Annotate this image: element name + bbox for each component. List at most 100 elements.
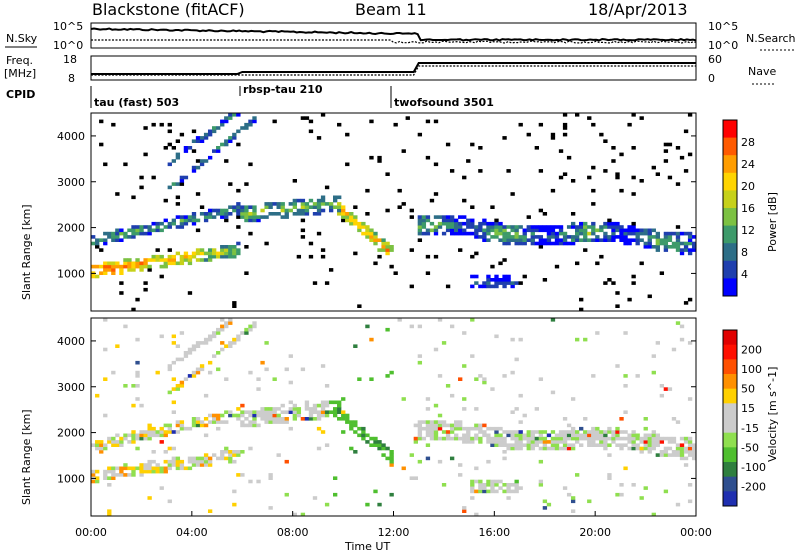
velocity-cell bbox=[268, 420, 273, 424]
velocity-cell bbox=[631, 483, 636, 487]
velocity-cell bbox=[179, 420, 185, 424]
power-cell bbox=[490, 228, 495, 233]
power-cell bbox=[502, 225, 507, 229]
power-cell bbox=[212, 215, 217, 219]
power-cell bbox=[212, 251, 217, 256]
velocity-cell bbox=[228, 341, 233, 345]
velocity-cell bbox=[458, 463, 463, 467]
power-cell bbox=[486, 225, 491, 229]
velocity-cell bbox=[187, 426, 193, 431]
colorbar-swatch bbox=[723, 225, 737, 244]
power-cell bbox=[107, 264, 112, 269]
velocity-cell bbox=[183, 354, 189, 358]
velocity-cell bbox=[575, 440, 580, 444]
power-cell bbox=[607, 238, 612, 242]
power-cell bbox=[276, 212, 281, 216]
velocity-cell bbox=[123, 384, 128, 388]
power-cell bbox=[595, 228, 600, 233]
power-cell bbox=[167, 248, 172, 252]
power-cell bbox=[458, 221, 463, 226]
power-cell bbox=[506, 235, 511, 239]
velocity-cell bbox=[425, 420, 431, 424]
power-cell bbox=[195, 192, 201, 196]
velocity-cell bbox=[135, 360, 140, 365]
velocity-cell bbox=[292, 410, 297, 414]
velocity-cell bbox=[175, 430, 181, 434]
velocity-cell bbox=[607, 436, 612, 441]
velocity-cell bbox=[183, 426, 189, 431]
velocity-cell bbox=[566, 443, 572, 447]
power-cell bbox=[159, 228, 164, 233]
velocity-cell bbox=[490, 426, 495, 431]
power-cell bbox=[687, 238, 693, 242]
power-cell bbox=[119, 238, 124, 242]
velocity-cell bbox=[232, 341, 237, 345]
power-cell bbox=[526, 225, 531, 229]
radar-title: Blackstone (fitACF) bbox=[92, 0, 245, 19]
freq-label-2: [MHz] bbox=[4, 67, 36, 80]
velocity-cell bbox=[203, 433, 209, 438]
power-cell bbox=[409, 284, 414, 289]
velocity-cell bbox=[179, 463, 185, 467]
power-cell bbox=[240, 215, 245, 219]
velocity-cell bbox=[377, 446, 382, 451]
velocity-cell bbox=[643, 426, 648, 431]
power-cell bbox=[345, 132, 350, 137]
velocity-cell bbox=[417, 433, 423, 438]
velocity-cell bbox=[470, 318, 475, 322]
velocity-cell bbox=[167, 459, 172, 464]
power-cell bbox=[474, 225, 479, 229]
power-cell bbox=[361, 225, 366, 229]
velocity-cell bbox=[119, 469, 124, 474]
velocity-cell bbox=[458, 436, 463, 441]
velocity-cell bbox=[284, 410, 289, 414]
velocity-cell bbox=[171, 410, 176, 414]
velocity-cell bbox=[482, 489, 487, 494]
power-cell bbox=[308, 254, 314, 259]
velocity-cell bbox=[175, 420, 181, 424]
power-cell bbox=[663, 248, 669, 252]
power-cell bbox=[268, 205, 273, 209]
velocity-cell bbox=[99, 450, 104, 454]
velocity-cell bbox=[175, 344, 181, 348]
velocity-cell bbox=[155, 469, 160, 474]
velocity-cell bbox=[300, 367, 306, 372]
power-cell bbox=[603, 139, 608, 143]
power-cell bbox=[385, 172, 390, 176]
velocity-cell bbox=[115, 466, 120, 471]
velocity-cell bbox=[518, 430, 523, 434]
power-cell bbox=[195, 218, 201, 223]
power-cell bbox=[119, 281, 124, 285]
velocity-cell bbox=[220, 456, 225, 461]
velocity-cell bbox=[212, 413, 217, 418]
power-cell bbox=[248, 162, 253, 167]
power-cell bbox=[502, 241, 507, 246]
colorbar-swatch bbox=[723, 137, 737, 156]
velocity-cell bbox=[659, 384, 665, 388]
velocity-cell bbox=[216, 426, 221, 431]
power-cell bbox=[244, 122, 249, 127]
velocity-cell bbox=[425, 456, 431, 461]
power-cell bbox=[623, 238, 628, 242]
power-cell bbox=[437, 225, 443, 229]
velocity-cell bbox=[240, 403, 245, 408]
velocity-cell bbox=[534, 440, 539, 444]
colorbar-swatch bbox=[723, 388, 737, 404]
power-cell bbox=[308, 198, 314, 203]
power-cell bbox=[91, 264, 96, 269]
velocity-cell bbox=[385, 327, 390, 332]
power-cell bbox=[187, 146, 193, 150]
freq-panel: Freq. [MHz] 18 8 60 0 Nave bbox=[4, 53, 776, 85]
velocity-cell bbox=[506, 483, 511, 487]
velocity-cell bbox=[538, 433, 544, 438]
power-cell bbox=[292, 179, 297, 183]
power-cell bbox=[421, 215, 427, 219]
power-cell bbox=[643, 231, 648, 236]
power-cell bbox=[147, 228, 152, 233]
velocity-cell bbox=[220, 347, 225, 352]
velocity-cell bbox=[409, 453, 414, 457]
velocity-cell bbox=[647, 443, 652, 447]
power-cell bbox=[558, 241, 564, 246]
power-cell bbox=[207, 132, 213, 137]
velocity-cell bbox=[256, 413, 261, 418]
